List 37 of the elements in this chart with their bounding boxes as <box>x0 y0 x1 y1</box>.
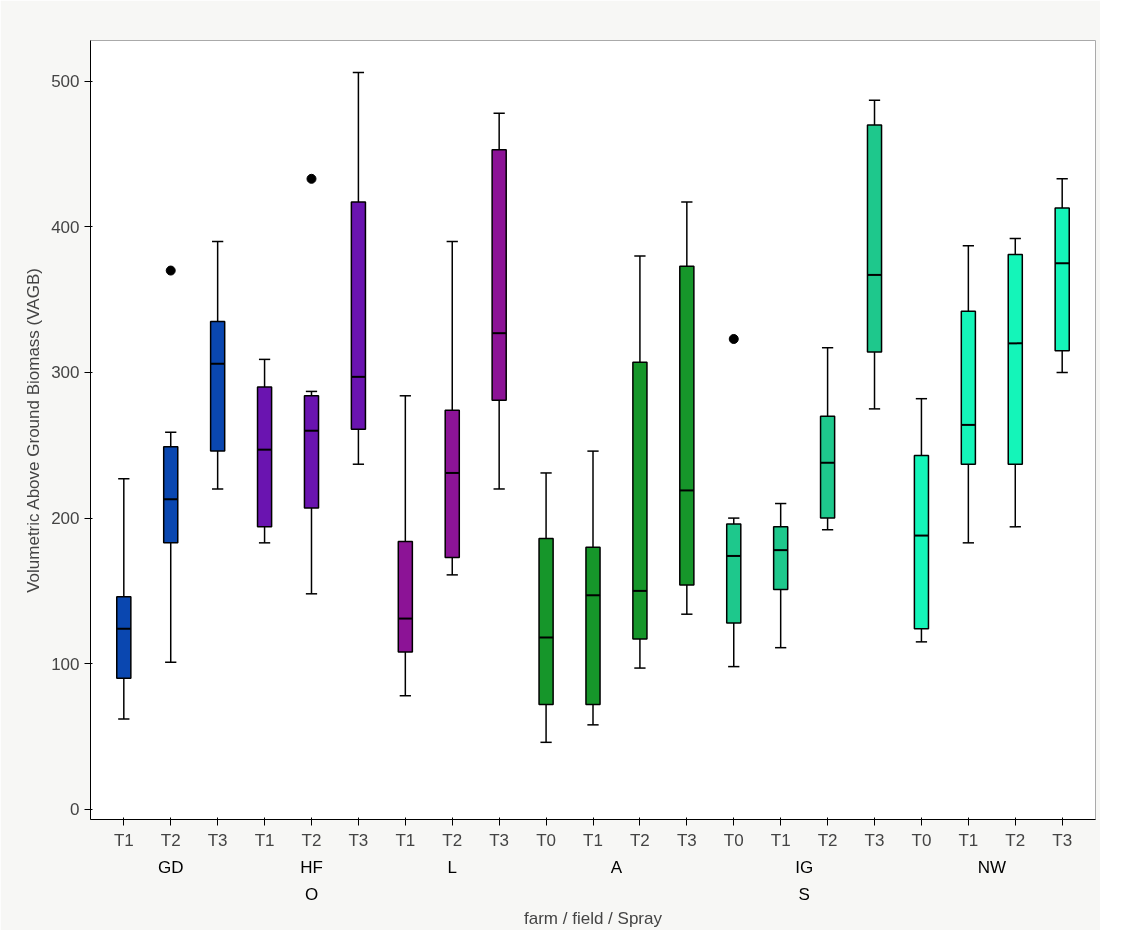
x-tick-label: T1 <box>254 830 275 850</box>
y-tick-label: 200 <box>51 509 80 529</box>
x-tick-label: T0 <box>536 830 557 850</box>
x-tick-label: T2 <box>630 830 650 850</box>
x-tick-label: T1 <box>113 830 134 850</box>
text: L <box>447 857 457 877</box>
x-tick-label: T3 <box>348 830 369 850</box>
text: NW <box>977 857 1006 877</box>
x-tick-label: T2 <box>301 830 322 850</box>
text: HF <box>300 857 323 877</box>
x-tick-label: T2 <box>160 830 181 850</box>
y-tick-label: 400 <box>51 217 80 237</box>
x-tick-label: T1 <box>770 830 791 850</box>
x-axis-title: farm / field / Spray <box>524 908 663 928</box>
text: S <box>798 884 810 904</box>
x-tick-label: T3 <box>1052 830 1073 850</box>
x-tick-label: T3 <box>864 830 885 850</box>
text: GD <box>157 857 184 877</box>
x-tick-label: T0 <box>911 830 932 850</box>
y-axis-title: Volumetric Above Ground Biomass (VAGB) <box>24 268 44 593</box>
x-tick-label: T3 <box>489 830 510 850</box>
y-tick-label: 500 <box>51 72 80 92</box>
text: O <box>304 884 319 904</box>
x-tick-label: T2 <box>1005 830 1026 850</box>
x-tick-label: T2 <box>442 830 463 850</box>
y-tick-label: 300 <box>51 363 80 383</box>
x-tick-label: T2 <box>817 830 838 850</box>
x-tick-label: T3 <box>676 830 697 850</box>
text: A <box>610 857 623 877</box>
x-tick-label: T1 <box>583 830 603 850</box>
x-tick-label: T0 <box>723 830 744 850</box>
x-tick-label: T1 <box>395 830 416 850</box>
y-tick-label: 0 <box>70 800 80 820</box>
y-tick-label: 100 <box>51 654 80 674</box>
text: IG <box>795 857 814 877</box>
x-tick-label: T3 <box>207 830 228 850</box>
x-tick-label: T1 <box>958 830 979 850</box>
